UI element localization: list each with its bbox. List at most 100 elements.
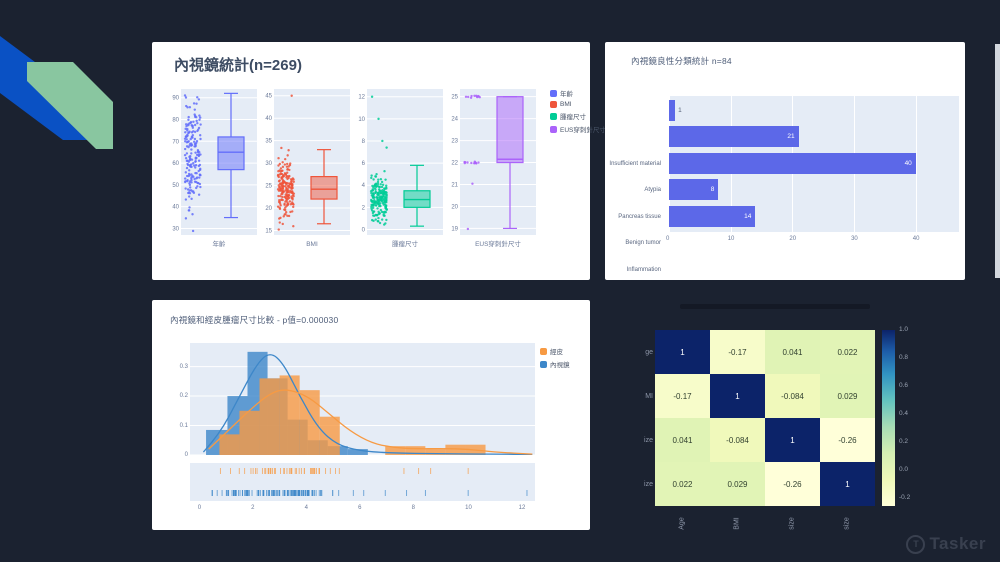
bar-category-label: Benign tumor: [625, 240, 661, 247]
bar-row: 1: [669, 100, 682, 121]
heatmap-cell: -0.26: [820, 418, 875, 462]
legend-swatch: [540, 360, 547, 368]
svg-text:年齡: 年齡: [213, 239, 227, 248]
legend-item: 年齡: [550, 88, 606, 98]
svg-text:90: 90: [172, 96, 179, 102]
svg-text:12: 12: [358, 95, 365, 101]
axis-tick-label: 8: [411, 505, 415, 511]
svg-text:30: 30: [172, 226, 179, 232]
legend-item: BMI: [550, 101, 606, 108]
svg-text:24: 24: [451, 117, 458, 123]
legend-swatch: [540, 347, 547, 355]
bar-row: 40: [669, 152, 916, 174]
legend: 經皮 內視鏡: [540, 346, 570, 369]
heatmap-cell: 0.029: [820, 374, 875, 418]
axis-tick-label: 0.3: [179, 363, 188, 370]
heatmap-cell: 0.041: [655, 418, 710, 462]
tasker-logo-text: Tasker: [929, 534, 986, 553]
heatmap-cell: -0.17: [710, 330, 765, 374]
svg-text:30: 30: [265, 161, 272, 167]
svg-text:19: 19: [451, 226, 458, 232]
panel-title: 內視鏡良性分類統計 n=84: [631, 56, 732, 66]
panel-size-comparison[interactable]: 內視鏡和經皮腫瘤尺寸比較 - p值=0.000030 0 0.1 0.2 0.3 0 2 4…: [152, 300, 590, 530]
axis-tick-label: 0.2: [179, 393, 188, 400]
svg-text:35: 35: [265, 139, 272, 145]
panel-endoscopy-stats[interactable]: 內視鏡統計(n=269) 30 40 50 60 70 80 90 年齡 15 20 25 30 35 4…: [152, 42, 606, 280]
axis-tick-label: 40: [912, 236, 920, 242]
legend-swatch: [550, 101, 557, 108]
bar-category-label: Inflammation: [626, 266, 661, 273]
axis-tick-label: 2: [251, 505, 255, 511]
bar-value-label: 40: [904, 159, 912, 167]
svg-text:20: 20: [451, 204, 458, 210]
bar: 21: [669, 126, 799, 148]
svg-text:BMI: BMI: [306, 241, 318, 248]
legend-label: 內視鏡: [550, 362, 570, 369]
axis-tick-label: 0: [197, 505, 202, 511]
svg-text:EUS穿刺針尺寸: EUS穿刺針尺寸: [475, 239, 521, 248]
box-plot-2: 0 2 4 6 8 10 12 腫瘤尺寸: [352, 86, 445, 255]
heatmap-row-label: MI: [645, 393, 653, 400]
rug-plot: [190, 463, 535, 501]
axis-tick-label: 10: [727, 236, 735, 242]
legend-item: 內視鏡: [540, 359, 570, 369]
bar-value-label: 1: [678, 107, 682, 114]
axis-tick-label: 20: [789, 236, 797, 242]
svg-text:2: 2: [362, 205, 366, 211]
panel-title: 內視鏡和經皮腫瘤尺寸比較 - p值=0.000030: [170, 315, 339, 325]
legend-swatch: [550, 89, 557, 97]
svg-text:25: 25: [265, 184, 272, 190]
axis-tick-label: 4: [304, 505, 309, 511]
correlation-heatmap[interactable]: 1 -0.17 0.041 0.022 -0.17 1 -0.084 0.029 0.041 -0…: [633, 300, 943, 555]
legend-label: 經皮: [550, 349, 563, 356]
svg-text:20: 20: [265, 206, 272, 212]
svg-text:6: 6: [362, 161, 366, 167]
box-plot-grid: 30 40 50 60 70 80 90 年齡 15 20 25 30 35 40 45 BMI 0 2 4 6 8 10…: [166, 86, 538, 255]
svg-text:腫瘤尺寸: 腫瘤尺寸: [392, 239, 419, 248]
box-plot-3: 19 20 21 22 23 24 25 EUS穿刺針尺寸: [445, 86, 538, 255]
box-plot-0: 30 40 50 60 70 80 90 年齡: [166, 86, 259, 255]
heatmap-row-label: ize: [644, 437, 653, 444]
bar-category-label: Insufficient material: [609, 161, 661, 167]
bar-row: 8: [669, 179, 719, 201]
tasker-logo-icon: T: [906, 534, 926, 554]
heatmap-col-label: size: [788, 517, 796, 530]
legend-label: EUS穿刺針尺寸: [560, 127, 606, 134]
heatmap-cell: 0.022: [820, 330, 875, 374]
svg-text:40: 40: [172, 205, 179, 211]
legend-label: 腫瘤尺寸: [560, 114, 586, 121]
colorbar-tick-label: 1.0: [899, 326, 909, 333]
panel-benign-classification[interactable]: 內視鏡良性分類統計 n=84 1 21 40 8 14 Insufficient mat…: [605, 42, 965, 280]
legend-label: 年齡: [560, 91, 573, 98]
legend: 年齡 BMI 腫瘤尺寸 EUS穿刺針尺寸: [550, 88, 606, 134]
heatmap-cell: -0.084: [710, 418, 765, 462]
bar-chart-plot-area: 1 21 40 8 14: [669, 96, 959, 232]
axis-tick-label: 12: [518, 505, 526, 511]
svg-text:22: 22: [451, 161, 458, 167]
bar-value-label: 14: [744, 212, 752, 220]
panel-title: 內視鏡統計(n=269): [174, 57, 302, 74]
svg-text:45: 45: [265, 94, 272, 100]
heatmap-col-label: size: [843, 517, 851, 530]
tasker-watermark: T Tasker: [906, 534, 986, 554]
legend-swatch: [550, 112, 557, 120]
legend-swatch: [550, 125, 557, 133]
heatmap-col-label: Age: [679, 517, 686, 530]
colorbar-tick-label: 0.0: [899, 465, 909, 473]
bar-value-label: 8: [710, 186, 715, 194]
svg-text:8: 8: [362, 139, 366, 145]
heatmap-title-obscured: [680, 304, 870, 309]
histogram-plot: [190, 343, 535, 455]
colorbar-tick-label: 0.8: [899, 353, 909, 361]
bar: 40: [669, 152, 916, 174]
axis-tick-label: 6: [358, 505, 362, 511]
heatmap-cell: 1: [765, 418, 820, 462]
heatmap-cell: -0.17: [655, 374, 710, 418]
colorbar-tick-label: 0.2: [899, 437, 909, 445]
adjacent-panel-edge: [995, 44, 1000, 278]
colorbar-tick-label: 0.4: [899, 409, 909, 417]
bar-category-label: Pancreas tissue: [618, 213, 661, 220]
axis-tick-label: 0: [666, 236, 670, 242]
svg-text:4: 4: [362, 183, 366, 189]
